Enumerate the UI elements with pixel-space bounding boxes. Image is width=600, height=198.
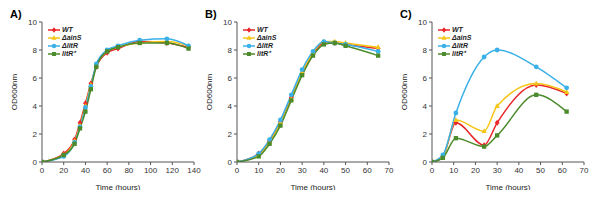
svg-text:OD600nm: OD600nm xyxy=(400,73,409,110)
svg-text:10: 10 xyxy=(418,18,427,27)
svg-text:4: 4 xyxy=(228,102,233,111)
html-text:A): A) xyxy=(10,8,22,20)
html-text:ΔlitR: ΔlitR xyxy=(62,42,78,49)
svg-text:8: 8 xyxy=(33,46,38,55)
svg-text:0: 0 xyxy=(430,166,435,175)
svg-text:20: 20 xyxy=(471,166,480,175)
html-text:litR⁺: litR⁺ xyxy=(257,50,271,57)
html-text:ΔainS: ΔainS xyxy=(452,34,472,41)
svg-text:0: 0 xyxy=(235,166,240,175)
html-text:WT: WT xyxy=(257,26,268,33)
svg-text:0: 0 xyxy=(228,158,233,167)
html-text:ΔlitR: ΔlitR xyxy=(257,42,273,49)
svg-text:0: 0 xyxy=(40,166,45,175)
svg-text:8: 8 xyxy=(423,46,428,55)
svg-text:80: 80 xyxy=(124,166,133,175)
html-text:ΔlitR: ΔlitR xyxy=(452,42,468,49)
svg-text:50: 50 xyxy=(341,166,350,175)
svg-text:0: 0 xyxy=(423,158,428,167)
svg-text:2: 2 xyxy=(228,130,233,139)
svg-text:40: 40 xyxy=(514,166,523,175)
html-text:ΔainS: ΔainS xyxy=(62,34,82,41)
html-text:litR⁺: litR⁺ xyxy=(452,50,466,57)
html-text:B): B) xyxy=(205,8,217,20)
svg-text:30: 30 xyxy=(298,166,307,175)
svg-text:4: 4 xyxy=(33,102,38,111)
svg-text:Time (hours): Time (hours) xyxy=(95,183,140,190)
svg-text:40: 40 xyxy=(81,166,90,175)
svg-text:120: 120 xyxy=(166,166,180,175)
html-text:WT: WT xyxy=(452,26,463,33)
svg-text:4: 4 xyxy=(423,102,428,111)
svg-text:0: 0 xyxy=(33,158,38,167)
svg-text:100: 100 xyxy=(144,166,158,175)
html-text:litR⁺: litR⁺ xyxy=(62,50,76,57)
svg-text:70: 70 xyxy=(385,166,394,175)
svg-text:10: 10 xyxy=(449,166,458,175)
svg-text:10: 10 xyxy=(28,18,37,27)
html-text:WT: WT xyxy=(62,26,73,33)
svg-text:6: 6 xyxy=(33,74,38,83)
svg-text:10: 10 xyxy=(254,166,263,175)
svg-text:70: 70 xyxy=(580,166,589,175)
svg-text:2: 2 xyxy=(33,130,38,139)
svg-text:OD600nm: OD600nm xyxy=(205,73,214,110)
svg-text:Time (hours): Time (hours) xyxy=(485,183,530,190)
svg-text:8: 8 xyxy=(228,46,233,55)
svg-text:60: 60 xyxy=(558,166,567,175)
svg-text:40: 40 xyxy=(319,166,328,175)
svg-text:20: 20 xyxy=(59,166,68,175)
svg-text:30: 30 xyxy=(493,166,502,175)
svg-text:6: 6 xyxy=(423,74,428,83)
svg-text:6: 6 xyxy=(228,74,233,83)
svg-text:Time (hours): Time (hours) xyxy=(290,183,335,190)
svg-text:10: 10 xyxy=(223,18,232,27)
svg-text:OD600nm: OD600nm xyxy=(10,73,19,110)
svg-text:20: 20 xyxy=(276,166,285,175)
svg-text:50: 50 xyxy=(536,166,545,175)
svg-text:140: 140 xyxy=(187,166,201,175)
svg-text:60: 60 xyxy=(363,166,372,175)
html-text:ΔainS: ΔainS xyxy=(257,34,277,41)
html-text:C): C) xyxy=(400,8,412,20)
svg-text:2: 2 xyxy=(423,130,428,139)
svg-text:60: 60 xyxy=(103,166,112,175)
